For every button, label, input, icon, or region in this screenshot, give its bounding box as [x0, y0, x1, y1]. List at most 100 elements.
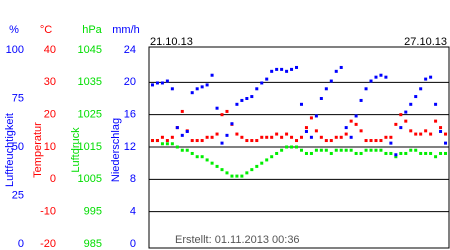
- y-tick-label: 0: [130, 238, 136, 250]
- data-point: [205, 83, 209, 87]
- data-point: [309, 151, 313, 155]
- data-point: [299, 148, 303, 152]
- data-point: [195, 155, 199, 159]
- data-point: [339, 65, 343, 69]
- data-point: [200, 85, 204, 89]
- data-point: [155, 81, 159, 85]
- data-point: [205, 158, 209, 162]
- data-point: [404, 110, 408, 114]
- data-point: [364, 148, 368, 152]
- data-point: [235, 132, 239, 136]
- data-point: [240, 98, 244, 102]
- y-tick-label: 0: [50, 173, 56, 185]
- data-point: [389, 141, 393, 145]
- data-point: [165, 139, 169, 143]
- data-point: [299, 102, 303, 106]
- data-point: [160, 142, 164, 146]
- data-point: [250, 139, 254, 143]
- data-point: [225, 133, 229, 137]
- data-point: [349, 135, 353, 139]
- data-point: [260, 161, 264, 165]
- data-point: [245, 139, 249, 143]
- data-point: [280, 135, 284, 139]
- data-point: [260, 135, 264, 139]
- data-point: [245, 171, 249, 175]
- data-point: [414, 95, 418, 99]
- data-point: [215, 164, 219, 168]
- data-point: [175, 145, 179, 149]
- data-point: [215, 106, 219, 110]
- data-point: [250, 168, 254, 172]
- data-point: [409, 102, 413, 106]
- data-point: [280, 67, 284, 71]
- start-date: 21.10.13: [150, 36, 193, 48]
- y-tick-label: 1045: [78, 44, 102, 56]
- y-tick-label: 1025: [78, 109, 102, 121]
- data-point: [439, 129, 443, 133]
- data-point: [215, 132, 219, 136]
- data-point: [210, 161, 214, 165]
- data-point: [324, 139, 328, 143]
- data-point: [230, 174, 234, 178]
- data-point: [195, 139, 199, 143]
- y-tick-label: 24: [124, 44, 136, 56]
- data-point: [399, 126, 403, 130]
- data-point: [230, 122, 234, 126]
- data-point: [270, 69, 274, 73]
- data-point: [195, 87, 199, 91]
- data-point: [359, 129, 363, 133]
- data-point: [185, 129, 189, 133]
- axis-title: Luftdruck: [70, 127, 82, 173]
- data-point: [304, 129, 308, 133]
- axis-title: Luftfeuchtigkeit: [4, 113, 16, 187]
- data-point: [295, 145, 299, 149]
- data-point: [190, 139, 194, 143]
- data-point: [379, 139, 383, 143]
- data-point: [200, 155, 204, 159]
- y-tick-label: 75: [12, 92, 24, 104]
- data-point: [434, 102, 438, 106]
- data-point: [270, 155, 274, 159]
- data-point: [329, 139, 333, 143]
- data-point: [399, 113, 403, 117]
- y-tick-label: 12: [124, 141, 136, 153]
- data-point: [190, 151, 194, 155]
- data-point: [384, 135, 388, 139]
- data-point: [285, 69, 289, 73]
- data-point: [329, 151, 333, 155]
- data-point: [334, 69, 338, 73]
- data-point: [170, 135, 174, 139]
- y-tick-label: 40: [44, 44, 56, 56]
- data-point: [290, 145, 294, 149]
- data-point: [150, 139, 154, 143]
- data-point: [265, 77, 269, 81]
- data-point: [290, 67, 294, 71]
- data-point: [344, 148, 348, 152]
- data-point: [389, 151, 393, 155]
- data-point: [384, 151, 388, 155]
- data-point: [295, 139, 299, 143]
- data-point: [245, 97, 249, 100]
- data-point: [299, 135, 303, 139]
- axis-title: Niederschlag: [110, 118, 122, 182]
- data-point: [414, 132, 418, 136]
- data-point: [359, 151, 363, 155]
- data-point: [314, 129, 318, 133]
- data-point: [384, 75, 388, 79]
- data-point: [275, 151, 279, 155]
- data-point: [339, 148, 343, 152]
- y-tick-label: 985: [84, 238, 102, 250]
- data-point: [369, 139, 373, 143]
- data-point: [334, 135, 338, 139]
- data-point: [155, 139, 159, 143]
- data-point: [354, 122, 358, 126]
- data-point: [394, 122, 398, 126]
- y-tick-label: 20: [124, 76, 136, 88]
- data-point: [180, 133, 184, 137]
- data-point: [180, 148, 184, 152]
- data-point: [364, 139, 368, 143]
- data-point: [429, 75, 433, 79]
- data-point: [255, 164, 259, 168]
- data-point: [250, 95, 254, 99]
